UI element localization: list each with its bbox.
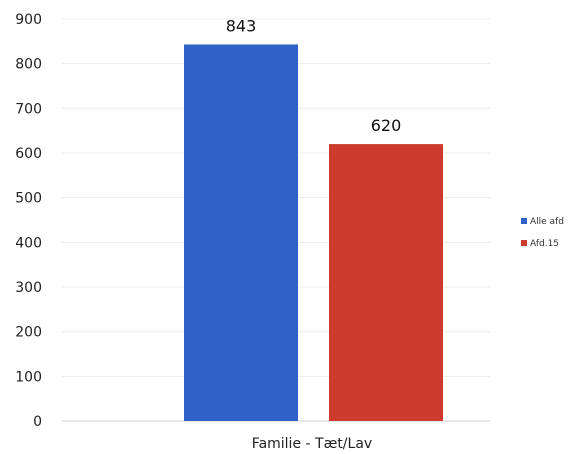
bars: [184, 44, 443, 422]
bar-value-label: 843: [226, 16, 257, 35]
bar-value-label: 620: [371, 116, 402, 135]
y-tick-label: 800: [15, 57, 42, 73]
legend: Alle afd Afd.15: [521, 217, 564, 249]
y-tick-label: 200: [15, 325, 42, 341]
y-tick-label: 100: [15, 369, 42, 385]
data-labels: 843 620: [226, 16, 402, 135]
y-tick-label: 0: [33, 414, 42, 430]
legend-label: Alle afd: [530, 217, 564, 227]
y-tick-label: 600: [15, 146, 42, 162]
legend-swatch: [521, 218, 527, 224]
legend-label: Afd.15: [530, 239, 559, 249]
y-tick-label: 400: [15, 235, 42, 251]
y-tick-label: 900: [15, 12, 42, 28]
y-tick-label: 300: [15, 280, 42, 296]
y-tick-label: 500: [15, 191, 42, 207]
x-category-label: Familie - Tæt/Lav: [252, 436, 372, 452]
y-axis-ticks: 0 100 200 300 400 500 600 700 800 900: [15, 12, 42, 430]
legend-item: Alle afd: [521, 217, 564, 227]
y-tick-label: 700: [15, 101, 42, 117]
x-axis-categories: Familie - Tæt/Lav: [252, 436, 372, 452]
legend-item: Afd.15: [521, 239, 559, 249]
bar-afd-15: [329, 144, 443, 422]
bar-alle-afd: [184, 44, 298, 422]
legend-swatch: [521, 240, 527, 246]
